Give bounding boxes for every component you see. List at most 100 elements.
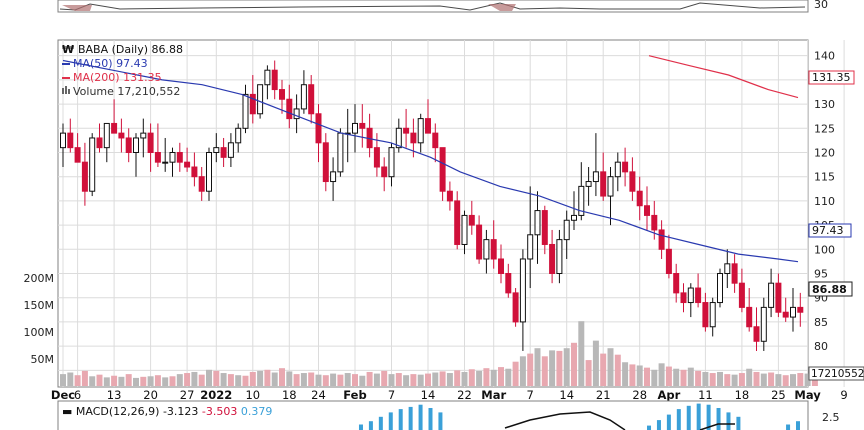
volume-bar: [468, 369, 475, 386]
candle: [257, 84, 264, 119]
candle-body: [790, 306, 796, 318]
volume-bar: [651, 369, 658, 386]
candle-body: [490, 239, 497, 260]
volume-bar: [213, 370, 220, 386]
candle: [103, 122, 110, 163]
volume-bar: [644, 367, 650, 386]
candlesticks: [60, 60, 804, 351]
volume-bar: [140, 376, 147, 386]
candle: [519, 249, 526, 351]
candle-body: [322, 142, 329, 183]
volume-bar: [125, 374, 132, 386]
candle: [622, 147, 629, 187]
candle-body: [249, 93, 256, 115]
candle: [184, 147, 191, 172]
time-tick-label: 6: [74, 388, 81, 402]
candle-body: [242, 93, 249, 129]
candle: [403, 108, 410, 148]
macd-hist-bar: [726, 412, 731, 430]
volume-bar: [454, 370, 461, 386]
candle: [96, 123, 103, 153]
volume-bar: [249, 371, 256, 386]
volume-bar: [446, 373, 453, 386]
candle-body: [607, 176, 614, 197]
macd-tick: 2.5: [822, 411, 840, 424]
volume-bar: [242, 375, 249, 386]
candle: [359, 104, 366, 148]
volume-bar: [439, 371, 446, 386]
ma50-badge-text: 97.43: [812, 224, 844, 237]
volume-bar: [293, 374, 300, 386]
candle: [330, 157, 337, 201]
volume-bar: [731, 374, 738, 386]
time-tick-label: 14: [421, 388, 436, 402]
candle: [760, 297, 767, 351]
time-tick-label: 25: [771, 388, 786, 402]
candle-body: [731, 263, 738, 284]
candle: [461, 210, 468, 255]
candle-body: [140, 132, 147, 139]
candle-body: [797, 306, 804, 313]
candle: [235, 123, 242, 153]
macd-hist-bar: [368, 421, 373, 430]
macd-panel: ▬ MACD(12,26,9) -3.123 -3.503 0.379 2.5: [57, 400, 840, 430]
candle: [527, 186, 534, 289]
volume-bar: [797, 373, 804, 386]
candle-body: [695, 287, 702, 304]
candle-body: [527, 234, 534, 260]
time-tick-label: 28: [632, 388, 647, 402]
volume-bar: [556, 350, 563, 386]
volume-bar: [592, 340, 599, 386]
price-tick-label: 125: [814, 122, 835, 135]
candle: [293, 94, 300, 134]
price-panel-frame: [57, 39, 809, 388]
volume-bar: [585, 360, 592, 386]
candle: [644, 186, 650, 230]
macd-legend-swatch: ▬: [62, 405, 76, 418]
candle: [717, 268, 723, 308]
candle: [111, 99, 118, 134]
volume-bar: [534, 348, 541, 386]
macd-hist-bar: [408, 406, 413, 430]
candle: [782, 297, 789, 322]
price-panel: 1401351301251201151101051009590858075 20…: [24, 39, 845, 388]
volume-bar: [74, 375, 81, 386]
candle: [454, 191, 461, 250]
candle-body: [629, 171, 636, 192]
candle-body: [162, 161, 169, 164]
candle: [81, 142, 88, 206]
candle: [775, 273, 782, 318]
candle-body: [702, 302, 709, 328]
candle-body: [461, 214, 468, 245]
volume-bar: [220, 373, 227, 386]
volume-bar: [483, 368, 490, 386]
candle-body: [147, 132, 154, 153]
macd-hist-bar: [736, 416, 741, 430]
candle: [790, 288, 796, 332]
candle: [337, 128, 344, 177]
candle: [154, 123, 161, 168]
volume-bar: [373, 373, 380, 386]
volume-bar: [133, 377, 139, 386]
candle-body: [746, 306, 753, 328]
candle-body: [534, 210, 541, 236]
volume-bar: [198, 374, 205, 386]
candle-body: [60, 132, 66, 149]
candle-body: [563, 219, 570, 241]
candle: [89, 133, 96, 197]
volume-bar: [636, 365, 643, 386]
candle-body: [483, 239, 490, 260]
volume-badge: 17210552: [808, 366, 864, 381]
candle-body: [359, 122, 366, 129]
candle-body: [585, 181, 592, 187]
candle: [636, 176, 643, 221]
candle-body: [169, 151, 176, 163]
volume-bar: [629, 364, 636, 386]
candle-body: [89, 137, 96, 192]
candle-body: [220, 147, 227, 158]
candle-body: [67, 132, 74, 149]
legend-title: ₩ BABA (Daily) 86.88: [62, 43, 183, 56]
candle: [687, 283, 694, 318]
time-tick-label: 11: [698, 388, 713, 402]
time-grid: [62, 40, 845, 387]
